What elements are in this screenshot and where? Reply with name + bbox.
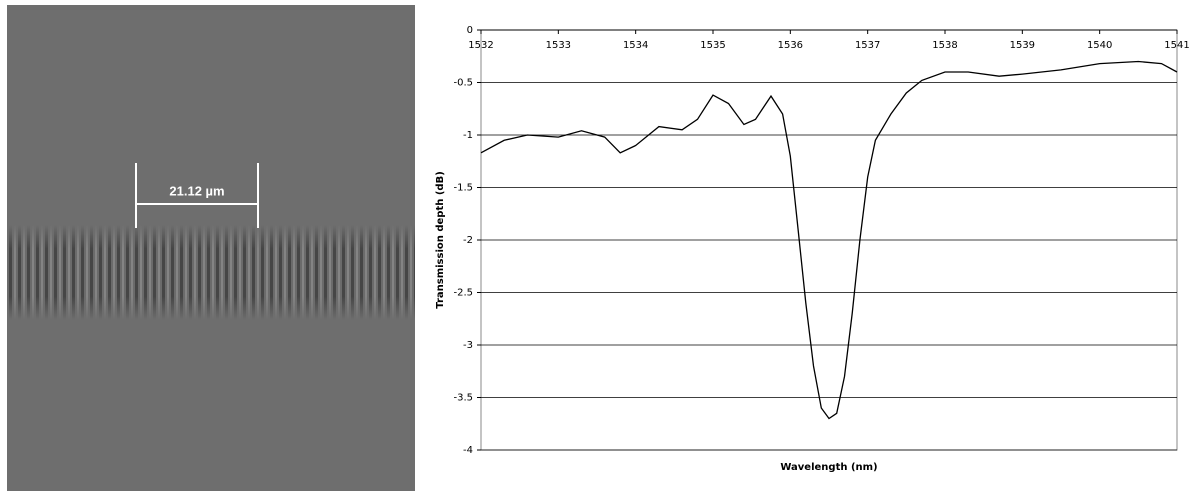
y-tick-label: 0 — [467, 25, 473, 36]
x-tick-label: 1538 — [932, 40, 957, 51]
micrograph: 21.12 µm — [7, 5, 415, 491]
y-tick-label: -4 — [463, 445, 473, 456]
y-tick-label: -0.5 — [453, 78, 473, 89]
x-tick-label: 1539 — [1010, 40, 1035, 51]
y-tick-label: -2 — [463, 235, 473, 246]
y-tick-label: -3 — [463, 340, 473, 351]
y-tick-label: -1.5 — [453, 183, 473, 194]
y-tick-label: -3.5 — [453, 393, 473, 404]
y-tick-label: -2.5 — [453, 288, 473, 299]
scale-label: 21.12 µm — [169, 183, 224, 198]
data-line — [480, 60, 1178, 420]
x-axis-label: Wavelength (nm) — [780, 462, 877, 473]
y-axis-label: Transmission depth (dB) — [435, 171, 446, 309]
x-tick-label: 1537 — [855, 40, 880, 51]
x-tick-label: 1533 — [546, 40, 571, 51]
grating-fade — [7, 225, 415, 320]
x-tick-label: 1535 — [700, 40, 725, 51]
x-tick-label: 1532 — [468, 40, 493, 51]
x-tick-label: 1541 — [1164, 40, 1189, 51]
x-tick-label: 1534 — [623, 40, 648, 51]
x-tick-label: 1540 — [1087, 40, 1112, 51]
x-tick-label: 1536 — [778, 40, 803, 51]
y-tick-label: -1 — [463, 130, 473, 141]
